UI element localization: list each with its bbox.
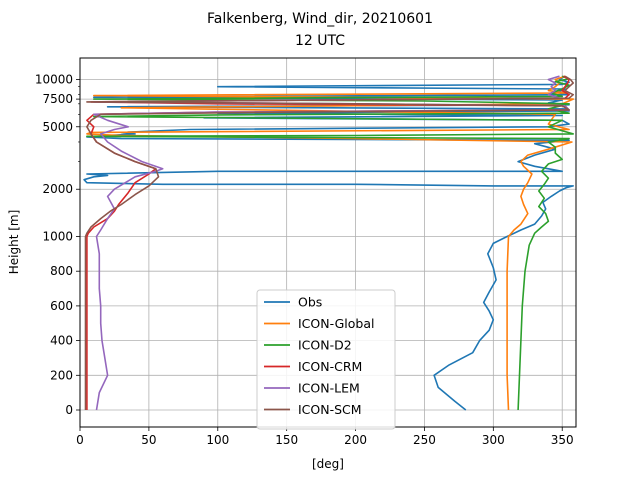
x-tick-label: 50 [141,433,156,447]
x-axis-ticks: 0 50 100 150 200 250 300 350 [76,427,574,447]
legend-label: ICON-LEM [298,381,360,396]
y-tick-label: 2000 [42,182,73,196]
series-line-icon-global [86,75,575,411]
x-tick-label: 300 [482,433,505,447]
legend-label: ICON-D2 [298,338,352,353]
y-tick-label: 800 [50,264,73,278]
y-axis-label: Height [m] [7,210,21,275]
y-tick-label: 400 [50,334,73,348]
legend-label: Obs [298,295,322,310]
chart-title-line1: Falkenberg, Wind_dir, 20210601 [207,11,433,27]
legend-label: ICON-SCM [298,402,362,417]
legend-label: ICON-Global [298,316,374,331]
y-tick-label: 10000 [35,73,73,87]
x-tick-label: 100 [206,433,229,447]
x-tick-label: 350 [551,433,574,447]
series-line-icon-d2 [86,75,575,411]
y-tick-label: 1000 [42,230,73,244]
chart-title-line2: 12 UTC [295,33,345,49]
legend: Obs ICON-Global ICON-D2 ICON-CRM ICON-LEM ICO… [256,289,396,430]
legend-label: ICON-CRM [298,359,362,374]
y-tick-label: 600 [50,299,73,313]
x-tick-label: 250 [413,433,436,447]
x-tick-label: 150 [275,433,298,447]
y-tick-label: 200 [50,368,73,382]
series-lines [83,75,575,411]
y-tick-label: 5000 [42,120,73,134]
legend-box [256,289,396,430]
series-line-icon-scm [84,75,575,410]
x-axis-label: [deg] [312,457,344,471]
x-tick-label: 0 [76,433,84,447]
x-tick-label: 200 [344,433,367,447]
y-axis-ticks: 0 200 400 600 800 1000 2000 5000 7500 10000 [35,73,80,417]
y-tick-label: 7500 [42,92,73,106]
y-tick-label: 0 [65,403,73,417]
